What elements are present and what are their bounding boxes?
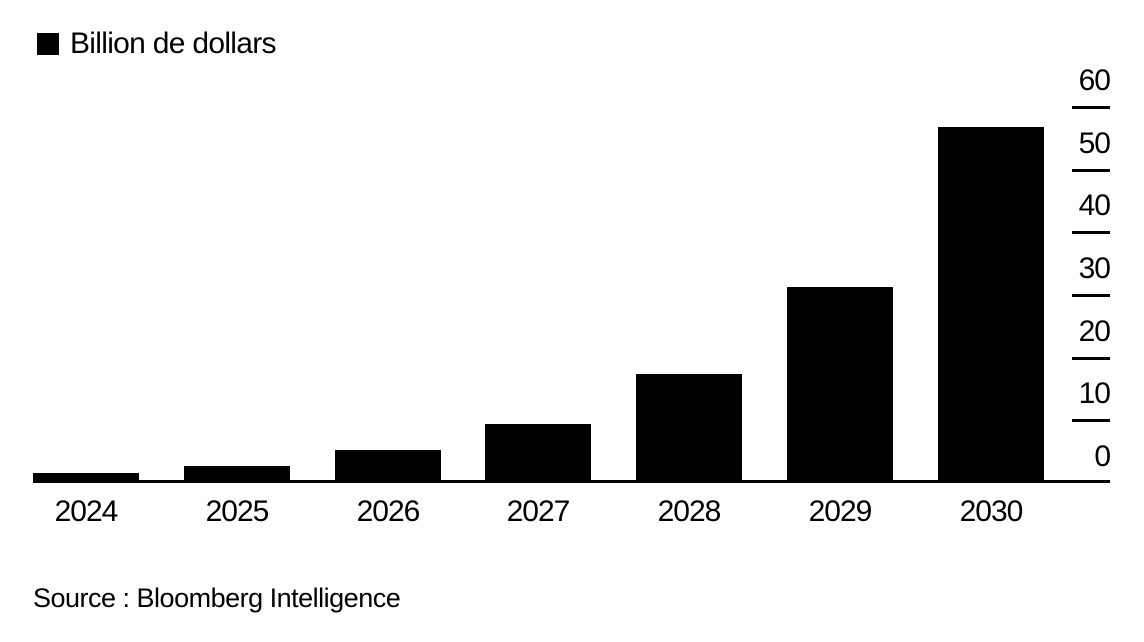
y-axis-tick xyxy=(1072,357,1110,360)
x-axis-line xyxy=(33,480,1110,483)
x-axis-label: 2028 xyxy=(657,495,722,528)
bar-2025 xyxy=(184,466,290,483)
y-axis-label: 20 xyxy=(1078,315,1111,348)
y-axis-label: 50 xyxy=(1078,127,1111,160)
bar-2028 xyxy=(636,374,742,483)
x-axis-label: 2026 xyxy=(356,495,421,528)
y-axis-tick xyxy=(1072,419,1110,422)
y-axis-tick xyxy=(1072,294,1110,297)
legend: Billion de dollars xyxy=(37,27,277,60)
bar-2026 xyxy=(335,450,441,483)
x-axis-label: 2025 xyxy=(205,495,270,528)
y-axis-label: 40 xyxy=(1078,189,1111,222)
x-axis-label: 2030 xyxy=(959,495,1024,528)
y-axis-tick xyxy=(1072,231,1110,234)
bar-2024 xyxy=(33,473,139,483)
y-axis-label: 0 xyxy=(1094,440,1111,473)
x-axis-label: 2029 xyxy=(808,495,873,528)
x-axis-label: 2027 xyxy=(506,495,571,528)
bar-2027 xyxy=(485,424,591,483)
bar-2030 xyxy=(938,127,1044,483)
source-text: Source : Bloomberg Intelligence xyxy=(33,583,401,613)
y-axis-label: 10 xyxy=(1078,377,1111,410)
y-axis-tick xyxy=(1072,106,1110,109)
legend-swatch-icon xyxy=(37,33,59,55)
legend-label: Billion de dollars xyxy=(70,27,277,60)
y-axis-label: 30 xyxy=(1078,252,1111,285)
y-axis-label: 60 xyxy=(1078,64,1111,97)
bar-2029 xyxy=(787,287,893,483)
y-axis-tick xyxy=(1072,169,1110,172)
x-axis-label: 2024 xyxy=(54,495,119,528)
